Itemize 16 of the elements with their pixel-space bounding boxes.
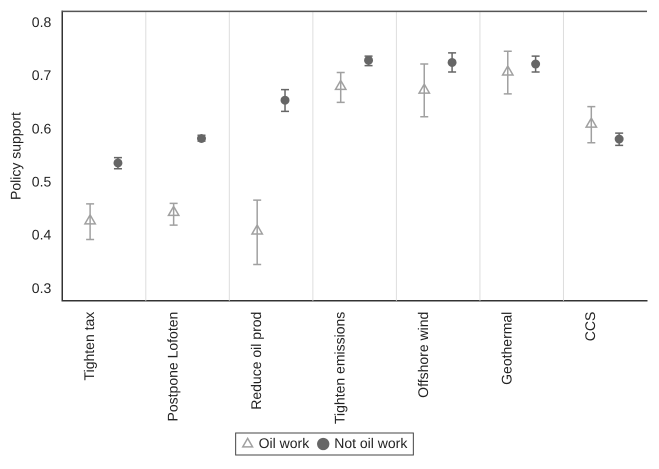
y-tick-label: 0.6 [32,120,52,136]
x-tick-label: Tighten emissions [332,312,348,424]
x-tick-label: Tighten tax [80,312,97,380]
y-axis-title: Policy support [7,112,24,200]
legend-label: Oil work [258,434,310,451]
legend-label: Not oil work [334,434,408,451]
x-tick-label: Reduce oil prod [248,312,264,410]
x-tick-label: Offshore wind [415,312,432,398]
x-tick-label: Postpone Lofoten [164,312,180,422]
y-tick-label: 0.3 [32,280,52,296]
y-tick-label: 0.8 [32,14,52,30]
x-tick-label: Geothermal [498,312,515,385]
x-tick-label: CCS [582,312,598,342]
y-tick-label: 0.4 [32,226,52,243]
y-tick-label: 0.5 [32,173,52,190]
y-tick-label: 0.7 [32,67,52,84]
